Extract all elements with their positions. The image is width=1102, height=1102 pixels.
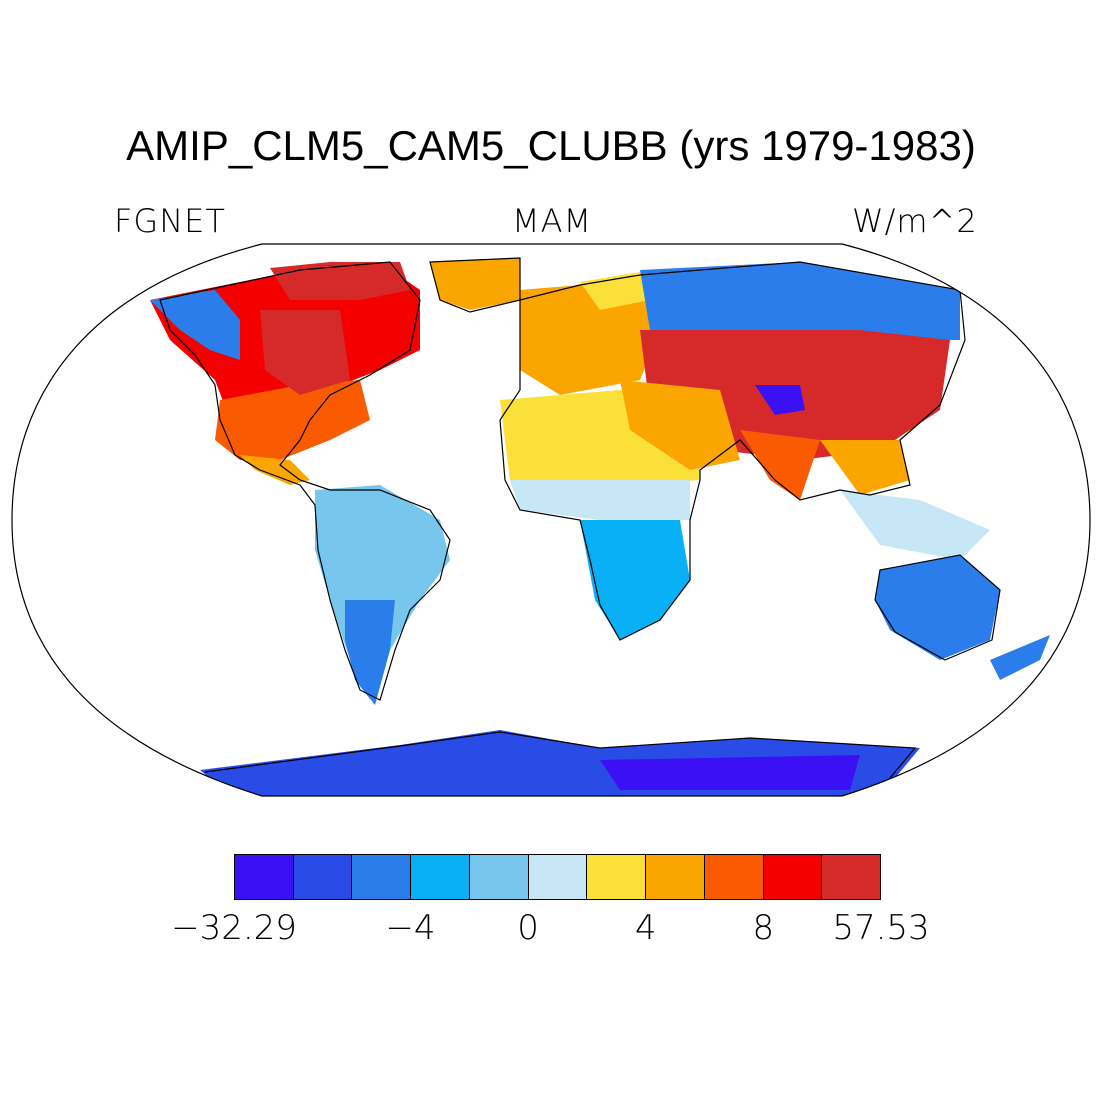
region-antarctica-east — [600, 755, 860, 790]
colorbar-cell — [352, 855, 412, 899]
colorbar-tick-label: 0 — [517, 908, 539, 948]
region-mexico — [240, 455, 310, 485]
units-label: W/m^2 — [852, 202, 978, 240]
map-title: AMIP_CLM5_CAM5_CLUBB (yrs 1979-1983) — [126, 122, 976, 169]
colorbar-cell — [587, 855, 647, 899]
region-china-south — [820, 440, 910, 495]
region-patagonia — [345, 600, 395, 705]
colorbar-tick-label: −32.29 — [171, 908, 297, 948]
colorbar-cell — [763, 855, 823, 899]
colorbar-cell — [528, 855, 588, 899]
colorbar-cell — [704, 855, 764, 899]
colorbar-cell — [293, 855, 353, 899]
colorbar-cell — [469, 855, 529, 899]
colorbar-cell — [235, 855, 294, 899]
region-us-central — [260, 310, 350, 395]
region-sahel — [510, 480, 690, 520]
colorbar-cell — [411, 855, 470, 899]
colorbar-tick-label: −4 — [385, 908, 436, 948]
region-canada-north — [270, 262, 410, 300]
region-us-east — [215, 380, 370, 460]
colorbar-tick-label: 8 — [752, 908, 775, 948]
region-tibet — [755, 385, 805, 415]
land-fill-group — [150, 257, 1050, 796]
colorbar — [234, 854, 881, 900]
colorbar-tick-label: 4 — [634, 908, 657, 948]
colorbar-tick-label: 57.53 — [832, 908, 930, 948]
region-europe — [520, 280, 660, 395]
region-southeast-asia — [840, 490, 990, 560]
season-label: MAM — [512, 202, 593, 240]
region-siberia — [640, 262, 960, 340]
region-new-zealand — [990, 635, 1050, 680]
globe-outline — [11, 243, 1091, 797]
region-india — [740, 430, 820, 500]
variable-label: FGNET — [114, 202, 226, 240]
region-australia — [875, 555, 1000, 660]
region-middle-east — [620, 380, 740, 470]
colorbar-cell — [646, 855, 705, 899]
region-alaska — [150, 290, 240, 360]
colorbar-cell — [822, 855, 881, 899]
coastlines — [159, 257, 1001, 791]
region-southern-africa — [580, 520, 690, 640]
region-greenland — [430, 258, 520, 310]
